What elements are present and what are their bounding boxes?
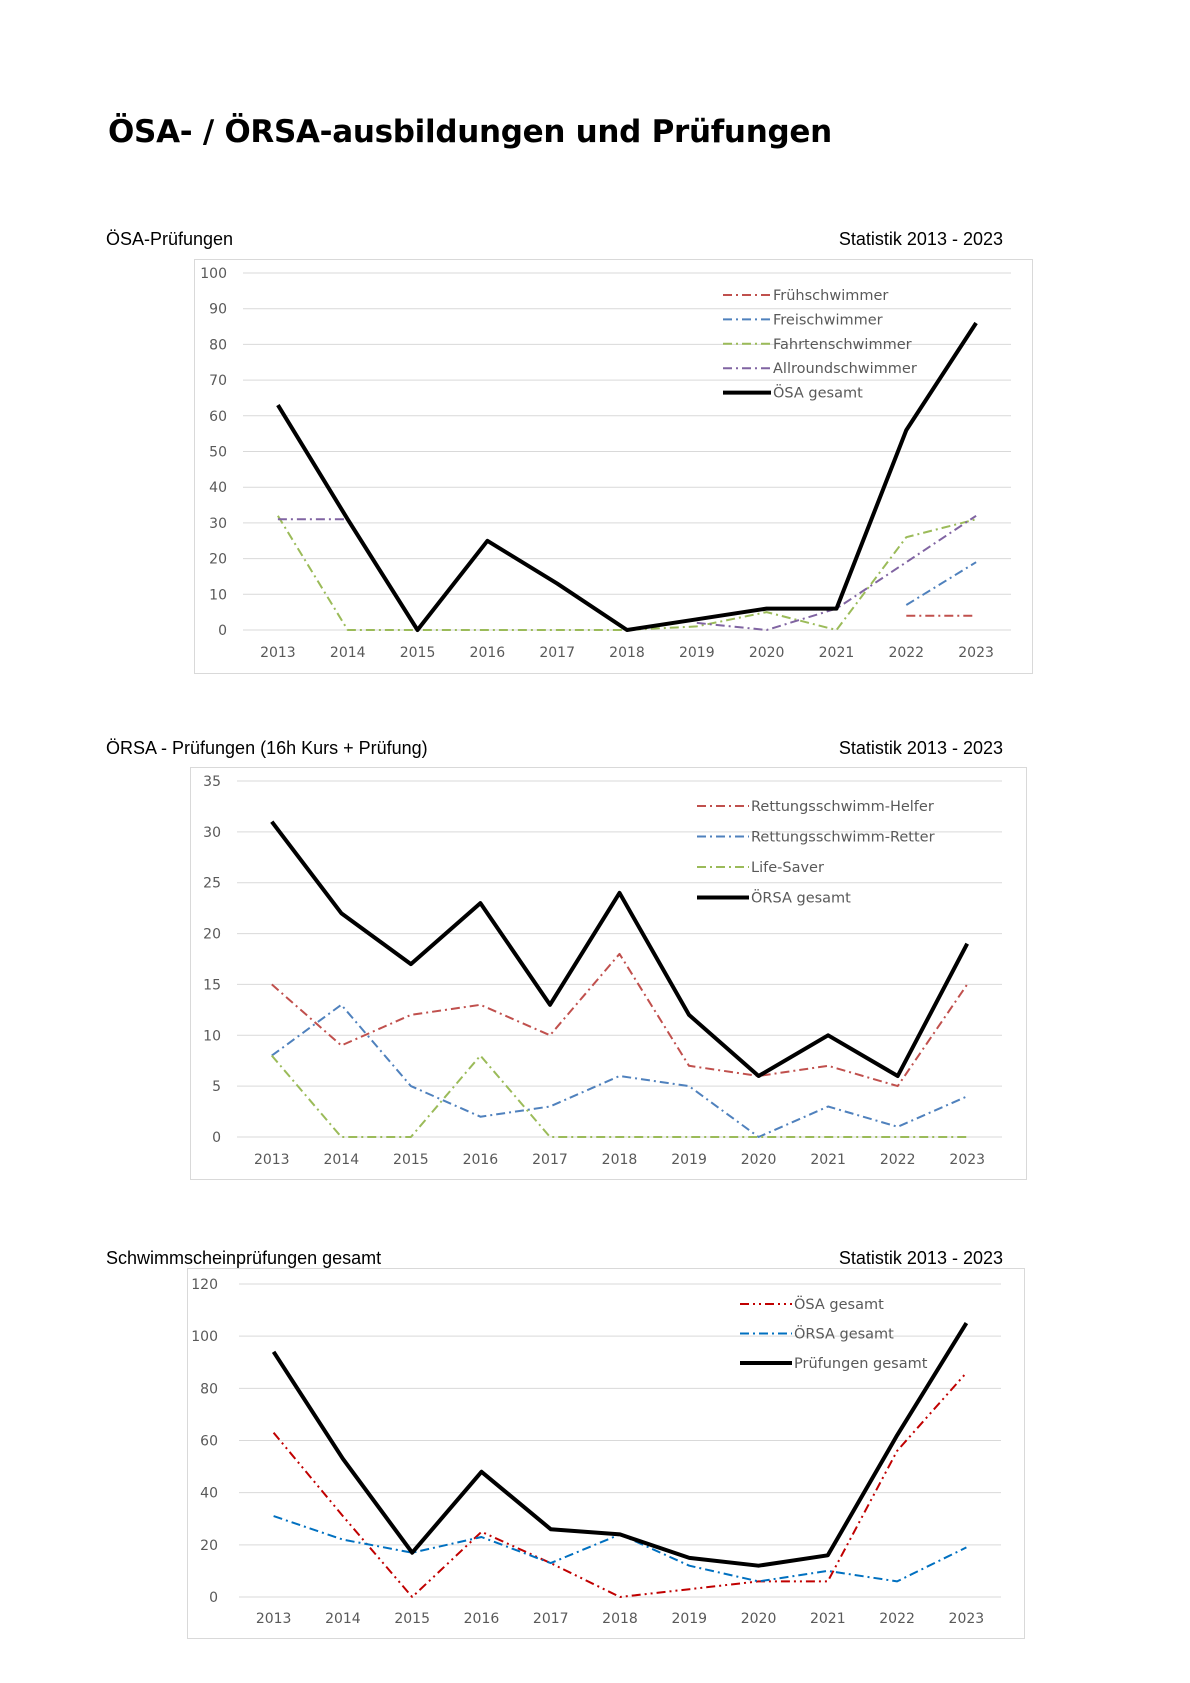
series-line [272, 1372, 968, 1598]
y-tick-label: 10 [209, 587, 227, 603]
legend-label: Allroundschwimmer [773, 361, 917, 377]
x-tick-label: 2015 [394, 1611, 430, 1627]
series-line [696, 514, 977, 631]
series-line [271, 1054, 968, 1138]
series-line [271, 952, 969, 1088]
x-tick-label: 2014 [325, 1611, 361, 1627]
y-tick-label: 20 [209, 552, 227, 568]
x-tick-label: 2023 [949, 1152, 985, 1168]
y-tick-label: 70 [209, 373, 227, 389]
x-tick-label: 2018 [602, 1152, 638, 1168]
y-tick-label: 0 [212, 1130, 221, 1146]
y-tick-label: 90 [209, 302, 227, 318]
x-tick-label: 2019 [671, 1152, 707, 1168]
legend-label: ÖSA gesamt [773, 384, 863, 402]
x-tick-label: 2022 [888, 645, 924, 661]
x-tick-label: 2018 [602, 1611, 638, 1627]
x-tick-label: 2018 [609, 645, 645, 661]
chart-frame-gesamt: 0 20 40 60 80 100 120 2013 2014 2015 2016 2017 2018 2… [187, 1268, 1025, 1639]
x-tick-label: 2017 [539, 645, 575, 661]
section-title-orsa: ÖRSA - Prüfungen (16h Kurs + Prüfung) [106, 738, 428, 758]
y-tick-label: 20 [203, 927, 221, 943]
x-tick-label: 2015 [400, 645, 436, 661]
legend-label: Prüfungen gesamt [794, 1356, 928, 1372]
y-tick-label: 0 [209, 1590, 218, 1606]
y-tick-label: 100 [191, 1329, 218, 1345]
section-stat-osa: Statistik 2013 - 2023 [838, 229, 1003, 249]
x-tick-label: 2020 [749, 645, 785, 661]
section-stat-orsa: Statistik 2013 - 2023 [838, 738, 1003, 758]
y-tick-label: 30 [203, 825, 221, 841]
series-line [905, 561, 977, 606]
x-tick-label: 2021 [810, 1611, 846, 1627]
x-tick-label: 2014 [323, 1152, 359, 1168]
section-title-osa: ÖSA-Prüfungen [106, 229, 234, 249]
x-tick-label: 2023 [949, 1611, 985, 1627]
orsa-line-chart: 0 5 10 15 20 25 30 35 2013 2014 2015 2016 2017 2018 20… [203, 774, 1002, 1168]
x-tick-label: 2019 [671, 1611, 707, 1627]
y-tick-label: 100 [200, 266, 227, 282]
page-title: ÖSA- / ÖRSA-ausbildungen und Prüfungen [108, 114, 832, 150]
y-tick-label: 30 [209, 516, 227, 532]
y-tick-label: 40 [209, 480, 227, 496]
legend-label: Fahrtenschwimmer [773, 337, 912, 353]
legend-label: ÖRSA gesamt [751, 889, 851, 907]
chart-frame-osa: 0 10 20 30 40 50 60 70 80 90 100 2013 2014 2015 2016 20… [194, 259, 1033, 674]
y-tick-label: 35 [203, 774, 221, 790]
x-tick-label: 2014 [330, 645, 366, 661]
x-tick-label: 2016 [463, 1152, 499, 1168]
y-tick-label: 120 [191, 1277, 218, 1293]
x-tick-label: 2013 [254, 1152, 290, 1168]
x-tick-label: 2023 [958, 645, 994, 661]
y-tick-label: 60 [200, 1434, 218, 1450]
legend-label: ÖSA gesamt [794, 1295, 884, 1313]
x-tick-label: 2013 [260, 645, 296, 661]
osa-line-chart: 0 10 20 30 40 50 60 70 80 90 100 2013 2014 2015 2016 20… [200, 266, 1011, 661]
y-tick-label: 80 [200, 1381, 218, 1397]
x-tick-label: 2019 [679, 645, 715, 661]
section-stat-gesamt: Statistik 2013 - 2023 [838, 1248, 1003, 1268]
x-tick-label: 2020 [741, 1611, 777, 1627]
series-line [273, 1515, 967, 1583]
chart-frame-orsa: 0 5 10 15 20 25 30 35 2013 2014 2015 2016 2017 2018 20… [190, 767, 1027, 1180]
x-tick-label: 2015 [393, 1152, 429, 1168]
y-tick-label: 10 [203, 1028, 221, 1044]
x-tick-label: 2016 [470, 645, 506, 661]
y-tick-label: 50 [209, 445, 227, 461]
y-tick-label: 15 [203, 977, 221, 993]
x-tick-label: 2022 [880, 1152, 916, 1168]
x-tick-label: 2021 [810, 1152, 846, 1168]
series-line [271, 1003, 968, 1138]
x-tick-label: 2013 [256, 1611, 292, 1627]
legend-label: Freischwimmer [773, 312, 883, 328]
x-tick-label: 2017 [532, 1152, 568, 1168]
legend-label: Rettungsschwimm-Helfer [751, 799, 934, 815]
gesamt-line-chart: 0 20 40 60 80 100 120 2013 2014 2015 2016 2017 2018 2… [191, 1277, 1001, 1627]
y-tick-label: 20 [200, 1538, 218, 1554]
legend-label: ÖRSA gesamt [794, 1325, 894, 1343]
y-tick-label: 80 [209, 337, 227, 353]
series-line [270, 820, 969, 1078]
section-title-gesamt: Schwimmscheinprüfungen gesamt [106, 1248, 382, 1268]
legend-label: Frühschwimmer [773, 288, 888, 304]
x-tick-label: 2016 [464, 1611, 500, 1627]
x-tick-label: 2021 [819, 645, 855, 661]
y-tick-label: 40 [200, 1486, 218, 1502]
legend-label: Rettungsschwimm-Retter [751, 830, 935, 846]
x-tick-label: 2017 [533, 1611, 569, 1627]
x-tick-label: 2020 [741, 1152, 777, 1168]
legend-label: Life-Saver [751, 860, 824, 876]
y-tick-label: 25 [203, 876, 221, 892]
y-tick-label: 5 [212, 1079, 221, 1095]
y-tick-label: 60 [209, 409, 227, 425]
y-tick-label: 0 [218, 623, 227, 639]
x-tick-label: 2022 [879, 1611, 915, 1627]
